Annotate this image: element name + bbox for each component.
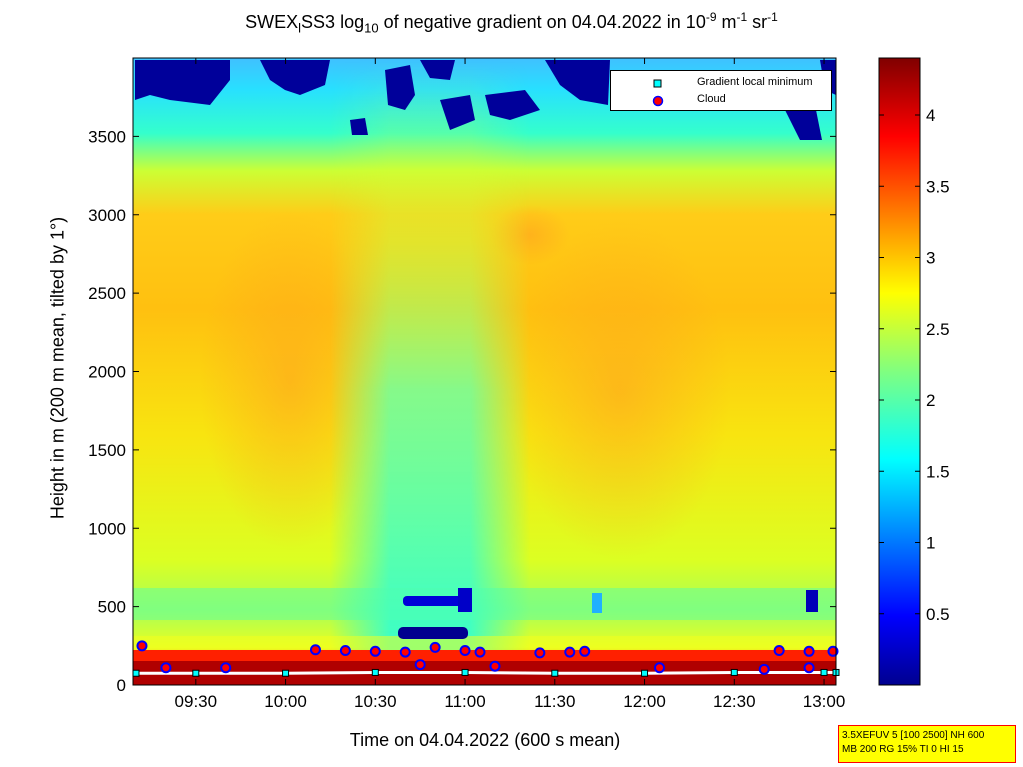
y-tick-label: 0 (117, 676, 126, 695)
y-tick-label: 2500 (88, 284, 126, 303)
gradient-min-point (551, 669, 559, 677)
legend-label-gradient: Gradient local minimum (697, 76, 813, 88)
y-tick-label: 3000 (88, 206, 126, 225)
x-tick-label: 10:00 (264, 692, 307, 711)
x-tick-label: 11:30 (534, 692, 575, 711)
gradient-min-point (192, 669, 200, 677)
cloud-point (339, 645, 351, 657)
settings-line-2: MB 200 RG 15% TI 0 HI 15 (842, 744, 964, 755)
x-axis: 09:30 10:00 10:30 11:00 11:30 12:00 12:30 13:00 (175, 58, 846, 711)
cloud-point (369, 645, 381, 657)
colorbar-tick-label: 4 (926, 106, 935, 125)
gradient-min-point (820, 668, 828, 676)
cloud-point (459, 645, 471, 657)
gradient-min-point (730, 668, 738, 676)
y-tick-label: 500 (98, 598, 126, 617)
cloud-point (309, 644, 321, 656)
cloud-point (136, 640, 148, 652)
y-axis: 0 500 1000 1500 2000 2500 3000 3500 (88, 127, 836, 695)
cloud-point (489, 660, 501, 672)
y-tick-label: 1500 (88, 441, 126, 460)
cloud-point (758, 663, 770, 675)
gradient-min-segment (465, 670, 555, 675)
cloud-point (474, 646, 486, 658)
colorbar-tick-label: 3 (926, 249, 935, 268)
y-tick-label: 3500 (88, 127, 126, 146)
colorbar-tick-label: 0.5 (926, 605, 950, 624)
cloud-point (399, 646, 411, 658)
cloud-point (803, 645, 815, 657)
legend-label-cloud: Cloud (697, 93, 726, 105)
gradient-min-point (282, 669, 290, 677)
x-tick-label: 09:30 (175, 692, 218, 711)
settings-line-1: 3.5XEFUV 5 [100 2500] NH 600 (842, 730, 985, 741)
gradient-min-point (371, 668, 379, 676)
cloud-point (534, 647, 546, 659)
cloud-point (160, 662, 172, 674)
legend-item-gradient: Gradient local minimum (611, 75, 831, 91)
x-tick-label: 12:00 (623, 692, 666, 711)
colorbar-tick-label: 3.5 (926, 177, 950, 196)
marker-layer (132, 640, 840, 677)
cloud-point (579, 645, 591, 657)
colorbar-tick-label: 2.5 (926, 320, 950, 339)
y-tick-label: 2000 (88, 363, 126, 382)
circle-marker-icon (652, 95, 664, 107)
cloud-point (773, 645, 785, 657)
colorbar (878, 57, 921, 686)
colorbar-axis: 0.5 1 1.5 2 2.5 3 3.5 4 (879, 106, 950, 624)
cloud-point (827, 645, 839, 657)
cloud-point (564, 646, 576, 658)
x-tick-label: 10:30 (354, 692, 397, 711)
colorbar-tick-label: 1 (926, 534, 935, 553)
legend-item-cloud: Cloud (611, 92, 831, 108)
y-tick-label: 1000 (88, 519, 126, 538)
heatmap-field (133, 58, 836, 685)
colorbar-tick-label: 1.5 (926, 462, 950, 481)
x-tick-label: 11:00 (444, 692, 485, 711)
x-axis-label: Time on 04.04.2022 (600 s mean) (349, 730, 621, 750)
gradient-min-point (461, 668, 469, 676)
page-title: SWEXlSS3 log10 of negative gradient on 0… (245, 10, 778, 36)
gradient-min-segment (285, 670, 376, 675)
cloud-point (220, 662, 232, 674)
settings-box: 3.5XEFUV 5 [100 2500] NH 600 MB 200 RG 1… (838, 725, 1016, 763)
cloud-point (429, 641, 441, 653)
square-marker-icon (653, 79, 662, 88)
cloud-point (654, 662, 666, 674)
cloud-point (414, 659, 426, 671)
gradient-min-point (641, 669, 649, 677)
cloud-point (803, 662, 815, 674)
x-tick-label: 13:00 (803, 692, 846, 711)
legend: Gradient local minimum Cloud (610, 70, 832, 111)
gradient-min-point (132, 669, 140, 677)
y-axis-label: Height in m (200 m mean, tilted by 1°) (47, 216, 68, 520)
colorbar-tick-label: 2 (926, 391, 935, 410)
x-tick-label: 12:30 (713, 692, 756, 711)
